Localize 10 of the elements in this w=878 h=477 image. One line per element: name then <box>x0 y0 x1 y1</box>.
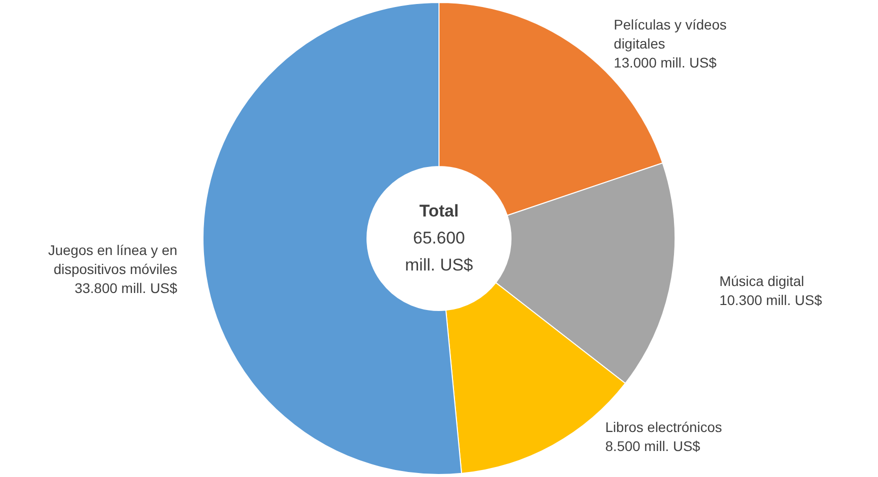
slice-label: Libros electrónicos <box>605 419 722 436</box>
data-label: 13.000 mill. US$ <box>614 54 717 71</box>
data-label: 10.300 mill. US$ <box>719 292 822 308</box>
text: Total <box>419 202 459 220</box>
slice-label: Películas y vídeos digitales <box>614 16 727 52</box>
data-label: 33.800 mill. US$ <box>74 280 178 296</box>
text: 65.600 mill. US$ <box>404 228 474 274</box>
data-label: 8.500 mill. US$ <box>605 438 700 454</box>
slice-label: Música digital <box>719 273 804 290</box>
slice-label: Juegos en línea y en dispositivos móviles <box>48 242 178 278</box>
